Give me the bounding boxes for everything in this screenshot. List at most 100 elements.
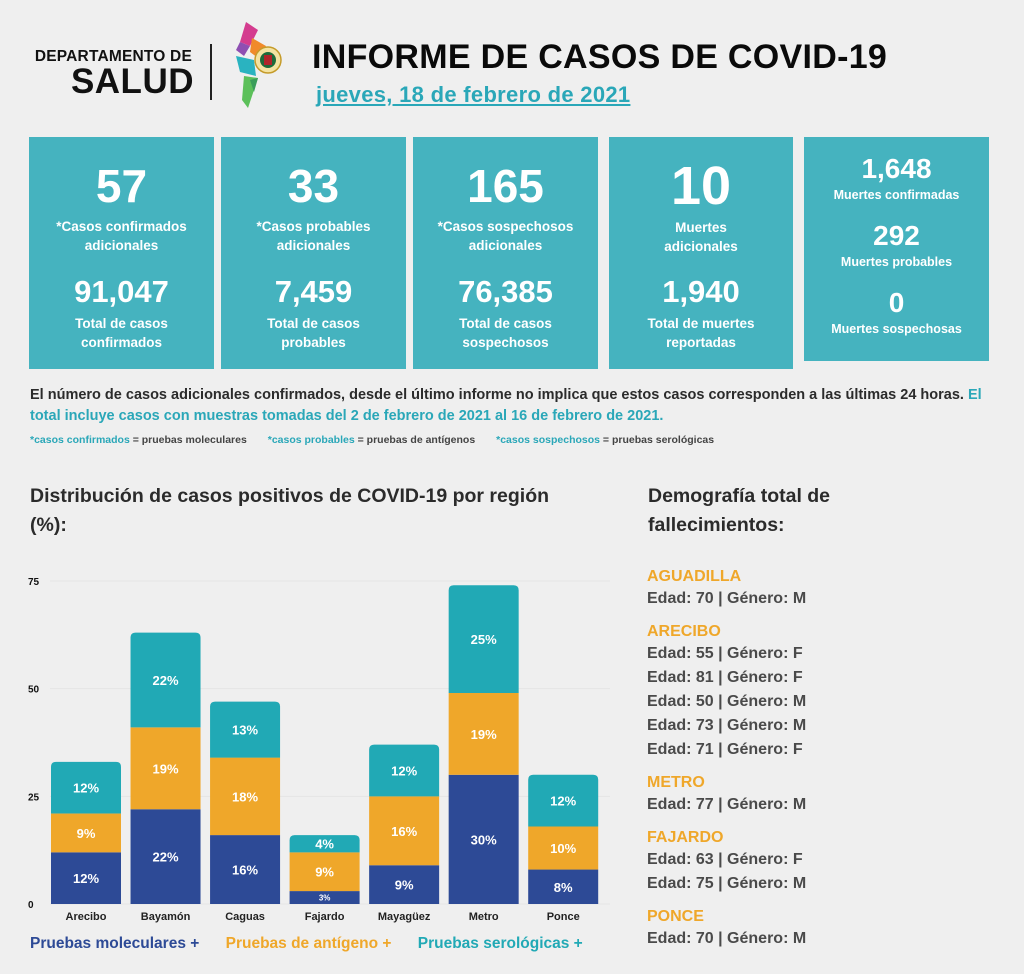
legend-serology: Pruebas serológicas + — [417, 935, 583, 952]
deaths-additional-label: Muertes — [675, 220, 727, 235]
card-probable-cases: 33 *Casos probables adicionales 7,459 Tot… — [221, 137, 406, 369]
confirmed-deaths-label: Muertes confirmadas — [833, 188, 960, 202]
bar-segment — [289, 852, 360, 892]
x-tick-label: Metro — [469, 911, 499, 923]
demography-entry: Edad: 71 | Género: F — [647, 741, 803, 758]
disclaimer-text: El número de casos adicionales confirmad… — [30, 387, 968, 403]
bar-segment — [51, 852, 121, 904]
suspected-total-label-2: sospechosos — [462, 335, 549, 350]
deaths-additional-label-2: adicionales — [664, 239, 738, 254]
data-label: 10% — [550, 841, 576, 856]
bar-segment — [448, 774, 519, 904]
demography-entry: Edad: 70 | Género: M — [647, 930, 807, 947]
disclaimer-note: El número de casos adicionales confirmad… — [30, 385, 990, 427]
bar-segment — [130, 809, 201, 904]
probable-additional-value: 33 — [287, 160, 340, 212]
data-label: 22% — [153, 673, 179, 688]
demography-entry: Edad: 70 | Género: M — [647, 590, 807, 607]
data-label: 22% — [153, 850, 179, 865]
bar-segment — [448, 585, 519, 693]
deaths-total-label: Total de muertes — [647, 316, 755, 331]
y-tick-label: 50 — [28, 685, 40, 696]
report-title: INFORME DE CASOS DE COVID-19 — [312, 38, 888, 76]
card-deaths: 10 Muertes adicionales 1,940 Total de mue… — [609, 137, 793, 369]
bar-segment — [369, 796, 440, 866]
bar-segment — [448, 692, 519, 775]
data-label: 16% — [232, 863, 258, 878]
suspected-deaths-value: 0 — [888, 287, 905, 318]
bar-segment — [210, 835, 281, 904]
data-label: 18% — [232, 789, 258, 804]
demography-entry: Edad: 77 | Género: M — [647, 796, 807, 813]
data-label: 30% — [471, 832, 497, 847]
probable-total-value: 7,459 — [274, 274, 353, 309]
data-label: 12% — [73, 871, 99, 886]
bar-segment — [130, 727, 201, 810]
department-label: DEPARTAMENTO DE — [34, 48, 192, 65]
card-confirmed-cases: 57 *Casos confirmados adicionales 91,047 … — [29, 137, 214, 369]
demography-region-metro: METRO — [647, 774, 705, 791]
data-label: 19% — [153, 761, 179, 776]
report-date: jueves, 18 de febrero de 2021 — [316, 82, 631, 107]
chart-title: Distribución de casos positivos de COVID… — [30, 485, 550, 536]
data-label: 12% — [391, 763, 417, 778]
suspected-additional-value: 165 — [467, 160, 544, 212]
data-label: 25% — [471, 632, 497, 647]
confirmed-total-label-2: confirmados — [80, 335, 162, 350]
data-label: 3% — [319, 894, 331, 903]
demography-entry: Edad: 50 | Género: M — [647, 693, 807, 710]
demography-region-ponce: PONCE — [647, 908, 704, 925]
confirmed-total-value: 91,047 — [74, 274, 169, 309]
demography-region-fajardo: FAJARDO — [647, 829, 724, 846]
footnote-confirmed: *casos confirmados = pruebas moleculares — [30, 434, 247, 446]
demography-entry: Edad: 75 | Género: M — [647, 875, 807, 892]
data-label: 12% — [550, 794, 576, 809]
x-tick-label: Bayamón — [141, 911, 191, 923]
bar-segment — [51, 813, 121, 853]
probable-deaths-value: 292 — [873, 220, 920, 251]
legend-molecular: Pruebas moleculares + — [30, 935, 200, 952]
data-label: 9% — [395, 878, 414, 893]
footnote-probable: *casos probables = pruebas de antígenos — [267, 434, 476, 446]
stacked-bar-chart: 0 25 50 75 12% 9% 12% Arecibo 22% 19% 22% Bayamón 16… — [28, 577, 610, 923]
confirmed-additional-label-2: adicionales — [84, 238, 159, 253]
bar-segment — [528, 869, 599, 904]
department-name: SALUD — [70, 62, 194, 101]
y-tick-label: 75 — [28, 577, 40, 588]
x-tick-label: Caguas — [225, 911, 265, 923]
confirmed-deaths-value: 1,648 — [861, 153, 932, 184]
disclaimer-highlight: El total incluye casos con muestras toma… — [30, 387, 982, 424]
puerto-rico-seal-logo-icon — [236, 22, 282, 108]
demography-entry: Edad: 81 | Género: F — [647, 669, 803, 686]
probable-additional-label: *Casos probables — [256, 219, 371, 234]
deaths-additional-value: 10 — [670, 156, 732, 216]
confirmed-additional-label: *Casos confirmados — [56, 219, 187, 234]
header-divider — [210, 44, 212, 100]
deaths-total-value: 1,940 — [662, 274, 740, 309]
data-label: 16% — [391, 824, 417, 839]
bar-segment — [130, 632, 201, 728]
confirmed-total-label: Total de casos — [75, 316, 168, 331]
demography-entry: Edad: 63 | Género: F — [647, 851, 803, 868]
suspected-total-value: 76,385 — [458, 274, 553, 309]
deaths-total-label-2: reportadas — [666, 335, 736, 350]
demography-entry: Edad: 73 | Género: M — [647, 717, 807, 734]
probable-deaths-label: Muertes probables — [840, 255, 953, 269]
demography-region-aguadilla: AGUADILLA — [647, 568, 742, 585]
data-label: 4% — [315, 837, 334, 852]
x-tick-label: Fajardo — [305, 911, 345, 923]
suspected-additional-label: *Casos sospechosos — [437, 219, 574, 234]
bar-segment — [369, 744, 440, 797]
bar-segment — [51, 761, 121, 814]
data-label: 8% — [554, 880, 573, 895]
confirmed-additional-value: 57 — [95, 160, 148, 212]
bar-segment — [210, 701, 281, 758]
x-tick-label: Mayagüez — [378, 911, 431, 923]
suspected-deaths-label: Muertes sospechosas — [831, 322, 962, 336]
bar-segment — [210, 757, 281, 836]
card-death-breakdown: 1,648 Muertes confirmadas 292 Muertes pr… — [804, 137, 989, 361]
chart-legend: Pruebas moleculares + Pruebas de antígen… — [30, 935, 605, 953]
card-suspected-cases: 165 *Casos sospechosos adicionales 76,385… — [413, 137, 598, 369]
suspected-additional-label-2: adicionales — [468, 238, 543, 253]
demography-region-arecibo: ARECIBO — [647, 623, 721, 640]
